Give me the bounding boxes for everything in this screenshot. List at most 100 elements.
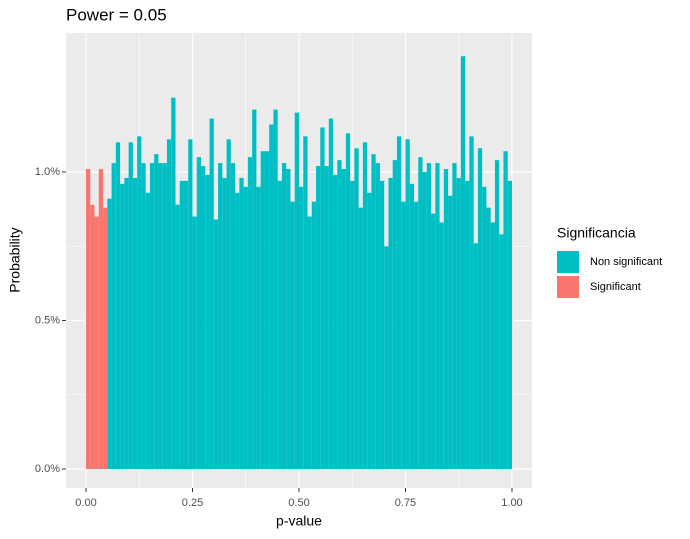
bar [299,186,304,469]
bar [503,151,508,469]
bar [218,163,223,469]
bar [115,142,121,469]
bar [171,97,176,469]
bar [213,219,219,469]
bar [166,139,172,469]
bar [183,180,189,469]
bar [124,177,129,469]
bar [86,169,91,469]
bar [294,112,299,469]
y-tick-label: 0.0% [35,463,60,475]
y-tick-label: 0.5% [35,314,60,326]
bar [311,201,317,469]
bar [358,207,363,469]
bar [103,207,108,469]
bar [235,192,240,469]
bar [435,163,440,469]
bar [367,192,372,469]
bar [345,133,351,469]
bar [162,163,167,469]
bar [456,177,461,469]
bar [277,180,282,469]
legend-label: Non significant [590,256,662,268]
bar [507,180,512,469]
bar [490,222,495,469]
legend-title: Significancia [557,225,636,241]
bar [128,142,133,469]
bar [290,201,295,469]
bar [307,216,312,469]
x-tick-label: 0.75 [395,497,416,509]
bar [252,109,257,469]
bar [371,154,376,469]
bar [175,204,180,469]
bar [145,192,150,469]
bar [111,163,116,469]
bar [256,186,261,469]
bar [192,216,197,469]
bar [486,207,491,469]
bar [439,222,444,469]
bar [260,151,265,469]
legend-key [557,276,579,298]
bar [141,163,146,469]
bar [243,186,248,469]
bar [201,166,206,469]
bar [286,169,291,469]
bar [375,163,380,469]
bar [137,136,142,469]
bar [469,136,474,469]
bar [452,163,457,469]
bar [384,246,389,469]
bar [132,177,138,469]
y-tick-label: 1.0% [35,166,60,178]
bar [154,154,159,469]
bar [264,151,270,469]
bar [426,163,432,469]
bar [473,243,478,469]
bar [222,177,227,469]
bar [354,148,359,469]
x-tick-label: 0.25 [182,497,203,509]
bar [188,139,193,469]
legend-key [557,251,579,273]
bar [482,186,487,469]
x-tick-label: 0.50 [288,497,309,509]
bar [320,127,325,469]
legend-label: Significant [590,281,641,293]
y-axis-label: Probability [7,227,23,292]
bar [379,180,385,469]
bar [94,216,99,469]
bar [499,234,504,469]
bar [281,163,287,469]
chart-title: Power = 0.05 [66,5,167,24]
bar [98,169,104,469]
bar [362,142,368,469]
bar [333,174,338,469]
bar [396,136,402,469]
bar [494,160,500,469]
bar [269,124,274,469]
bar [465,180,470,469]
bar [448,195,453,469]
bar [247,157,253,469]
bar [158,163,163,469]
bar [107,198,112,469]
bar [443,169,449,469]
bar [226,139,231,469]
bar [324,166,329,469]
bar [392,160,397,469]
bar [90,204,95,469]
bar [209,118,214,469]
bar [239,177,244,469]
bar [205,174,210,469]
bar [196,157,202,469]
bar [350,180,355,469]
bar [230,163,236,469]
bar [303,136,308,469]
bar [316,166,321,469]
bar [337,160,342,469]
bar [418,157,423,469]
x-tick-label: 1.00 [501,497,522,509]
